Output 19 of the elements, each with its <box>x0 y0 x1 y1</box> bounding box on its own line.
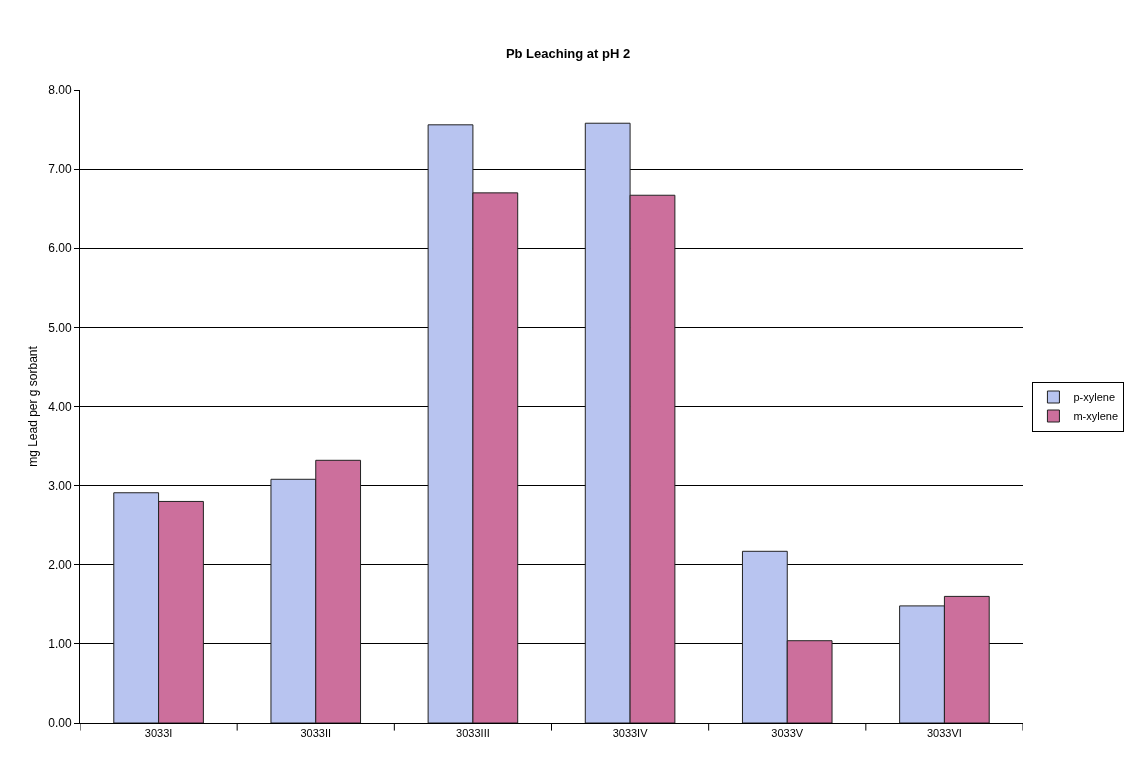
x-tick-label: 3033II <box>300 727 332 740</box>
x-tick-label: 3033III <box>456 727 490 740</box>
legend-label: p-xylene <box>1073 391 1116 404</box>
y-tick-label: 6.00 <box>48 241 72 256</box>
y-tick-label: 8.00 <box>48 83 72 98</box>
y-tick-label: 0.00 <box>48 716 72 731</box>
legend-label: m-xylene <box>1073 410 1119 423</box>
y-axis-title: mg Lead per g sorbant <box>25 345 40 467</box>
y-tick-label: 2.00 <box>48 557 72 572</box>
y-tick-label: 5.00 <box>48 320 72 335</box>
chart-title: Pb Leaching at pH 2 <box>505 46 631 62</box>
x-tick-label: 3033IV <box>612 727 649 740</box>
x-tick-label: 3033I <box>144 727 173 740</box>
x-tick-label: 3033V <box>771 727 804 740</box>
y-tick-label: 1.00 <box>48 637 72 652</box>
x-tick-label: 3033VI <box>926 727 962 740</box>
y-tick-label: 4.00 <box>48 399 72 414</box>
y-tick-label: 7.00 <box>48 162 72 177</box>
y-tick-label: 3.00 <box>48 478 72 493</box>
